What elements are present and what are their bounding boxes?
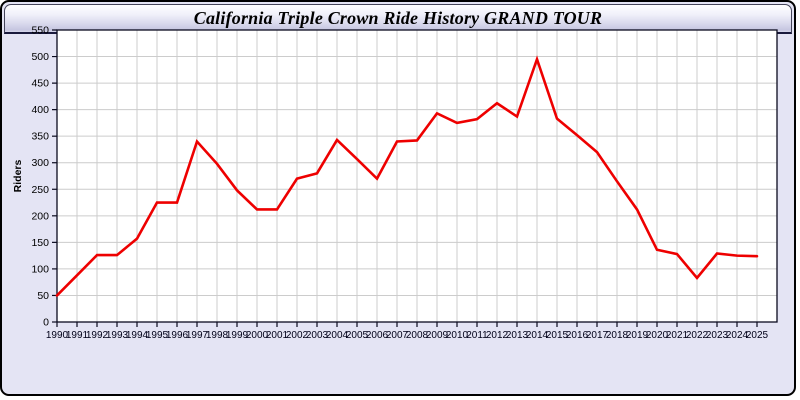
x-tick-label: 1993 xyxy=(106,330,129,341)
x-tick-label: 2002 xyxy=(286,330,309,341)
y-axis-label: Riders xyxy=(12,160,24,193)
x-tick-label: 2011 xyxy=(466,330,488,341)
y-tick-label: 0 xyxy=(43,317,49,329)
series-line-riders xyxy=(55,55,759,297)
y-tick-label: 100 xyxy=(31,263,49,275)
x-tick-label: 2014 xyxy=(526,330,549,341)
x-tick-label: 2016 xyxy=(566,330,589,341)
x-tick-label: 2018 xyxy=(606,330,629,341)
x-tick-label: 2008 xyxy=(406,330,429,341)
x-tick-label: 2000 xyxy=(246,330,269,341)
x-tick-label: 2025 xyxy=(746,330,769,341)
y-tick-label: 300 xyxy=(31,157,49,169)
x-tick-label: 2020 xyxy=(646,330,669,341)
y-tick-label: 350 xyxy=(31,131,49,143)
x-tick-label: 1996 xyxy=(166,330,189,341)
x-tick-label: 1994 xyxy=(126,330,149,341)
chart-canvas: 0501001502002503003504004505005501990199… xyxy=(12,25,778,341)
y-tick-label: 400 xyxy=(31,104,49,116)
y-tick-label: 550 xyxy=(31,25,49,37)
x-tick-label: 2009 xyxy=(426,330,449,341)
x-tick-label: 1992 xyxy=(86,330,109,341)
y-tick-label: 150 xyxy=(31,237,49,249)
chart-title: California Triple Crown Ride History GRA… xyxy=(193,8,603,28)
title-bar: California Triple Crown Ride History GRA… xyxy=(4,4,792,34)
x-tick-label: 2007 xyxy=(386,330,409,341)
y-tick-label: 50 xyxy=(37,290,49,302)
y-tick-label: 450 xyxy=(31,78,49,90)
x-tick-label: 2005 xyxy=(346,330,369,341)
x-tick-label: 1995 xyxy=(146,330,169,341)
x-tick-label: 2006 xyxy=(366,330,389,341)
x-tick-label: 2001 xyxy=(266,330,289,341)
x-tick-label: 2022 xyxy=(686,330,709,341)
x-tick-label: 2017 xyxy=(586,330,609,341)
x-tick-label: 2010 xyxy=(446,330,469,341)
x-tick-label: 2019 xyxy=(626,330,649,341)
y-tick-label: 250 xyxy=(31,184,49,196)
x-tick-label: 2003 xyxy=(306,330,329,341)
x-tick-label: 1998 xyxy=(206,330,229,341)
x-tick-label: 2012 xyxy=(486,330,509,341)
x-tick-label: 2021 xyxy=(666,330,689,341)
y-tick-label: 200 xyxy=(31,210,49,222)
x-tick-label: 1991 xyxy=(66,330,89,341)
x-tick-label: 2023 xyxy=(706,330,729,341)
y-tick-label: 500 xyxy=(31,51,49,63)
x-tick-label: 2024 xyxy=(726,330,749,341)
x-tick-label: 2015 xyxy=(546,330,569,341)
x-tick-label: 1990 xyxy=(46,330,69,341)
x-tick-label: 1999 xyxy=(226,330,249,341)
x-tick-label: 2004 xyxy=(326,330,349,341)
x-tick-label: 1997 xyxy=(186,330,209,341)
x-tick-label: 2013 xyxy=(506,330,529,341)
